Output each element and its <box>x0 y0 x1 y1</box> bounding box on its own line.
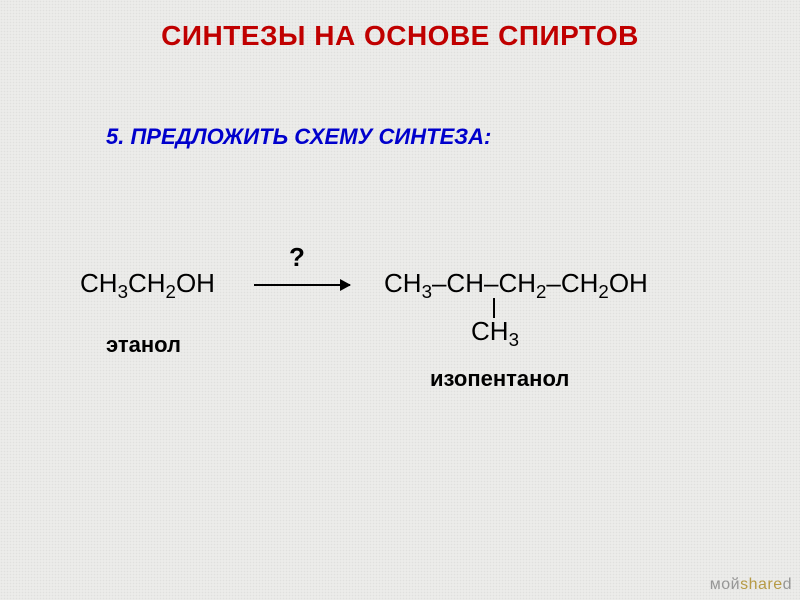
section-subtitle: 5. ПРЕДЛОЖИТЬ СХЕМУ СИНТЕЗА: <box>0 52 800 150</box>
watermark-accent: share <box>740 576 783 593</box>
reaction-arrow <box>254 284 350 286</box>
product-branch: CH3 <box>471 318 519 344</box>
watermark: мойshared <box>710 576 792 594</box>
watermark-prefix: мой <box>710 576 740 593</box>
reagent-formula: CH3CH2OH <box>80 270 215 296</box>
page-title: СИНТЕЗЫ НА ОСНОВЕ СПИРТОВ <box>0 0 800 52</box>
product-label: изопентанол <box>430 366 569 392</box>
question-mark: ? <box>289 242 305 273</box>
reagent-label: этанол <box>106 332 181 358</box>
product-branch-bond <box>493 298 495 318</box>
watermark-suffix: d <box>783 576 792 593</box>
reaction-scheme: CH3CH2OH этанол ? CH3–CH–CH2–CH2OH CH3 и… <box>0 240 800 440</box>
product-formula: CH3–CH–CH2–CH2OH <box>384 270 648 296</box>
